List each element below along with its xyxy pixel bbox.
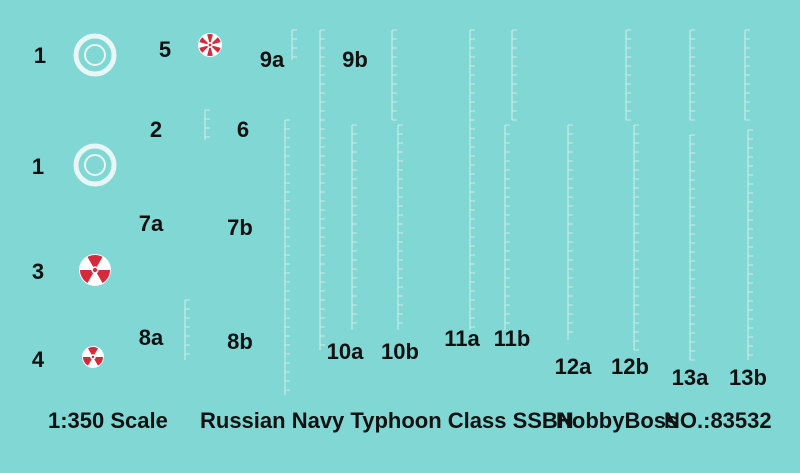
footer-number: NO.:83532 (664, 408, 772, 433)
labels: 1 5 9a 9b 2 6 1 7a 7b 3 8a 8b 10a 10b 11a 11b 4 12a 12b 13a… (32, 37, 767, 390)
hazard-sector (210, 45, 221, 53)
decorations (73, 29, 753, 395)
decal-label: 1 (32, 154, 44, 179)
hazard-sector (83, 357, 93, 366)
hazard-center (90, 354, 96, 360)
decal-label: 10b (381, 339, 419, 364)
hazard-sector (199, 45, 210, 53)
decal-label: 5 (159, 37, 171, 62)
hazard-sector (207, 33, 213, 45)
decal-label: 12b (611, 354, 649, 379)
hazard-sector (210, 37, 221, 45)
footer: 1:350 Scale Russian Navy Typhoon Class S… (48, 408, 772, 433)
decal-label: 9a (260, 47, 285, 72)
decal-label: 11a (444, 326, 480, 351)
footer-brand: HobbyBoss (556, 408, 678, 433)
decal-label: 13b (729, 365, 767, 390)
hazard-sector (93, 357, 103, 366)
decal-label: 4 (32, 347, 45, 372)
roundel-inner (84, 44, 106, 66)
roundel (73, 143, 117, 187)
decal-label: 7b (227, 215, 253, 240)
footer-title: Russian Navy Typhoon Class SSBN (200, 408, 574, 433)
roundel (73, 33, 117, 77)
decal-label: 6 (237, 117, 249, 142)
decal-label: 8b (227, 329, 253, 354)
decal-label: 13a (672, 365, 709, 390)
decal-label: 11b (494, 326, 531, 351)
decal-label: 8a (139, 325, 164, 350)
hazard-center (91, 266, 99, 274)
decal-label: 1 (34, 43, 46, 68)
hazard-sector (207, 45, 213, 57)
hazard-sector (95, 270, 110, 283)
hazard-center (207, 42, 213, 48)
hazard-sector (88, 347, 98, 357)
decal-label: 7a (139, 211, 164, 236)
decal-label: 3 (32, 259, 44, 284)
roundel-inner (84, 154, 106, 176)
hazard-sector (87, 255, 103, 270)
hazard-sector (199, 37, 210, 45)
decal-label: 2 (150, 117, 162, 142)
decal-label: 9b (342, 47, 368, 72)
hazard-sector (80, 270, 95, 283)
decal-label: 12a (555, 354, 592, 379)
footer-scale: 1:350 Scale (48, 408, 168, 433)
decal-label: 10a (327, 339, 364, 364)
